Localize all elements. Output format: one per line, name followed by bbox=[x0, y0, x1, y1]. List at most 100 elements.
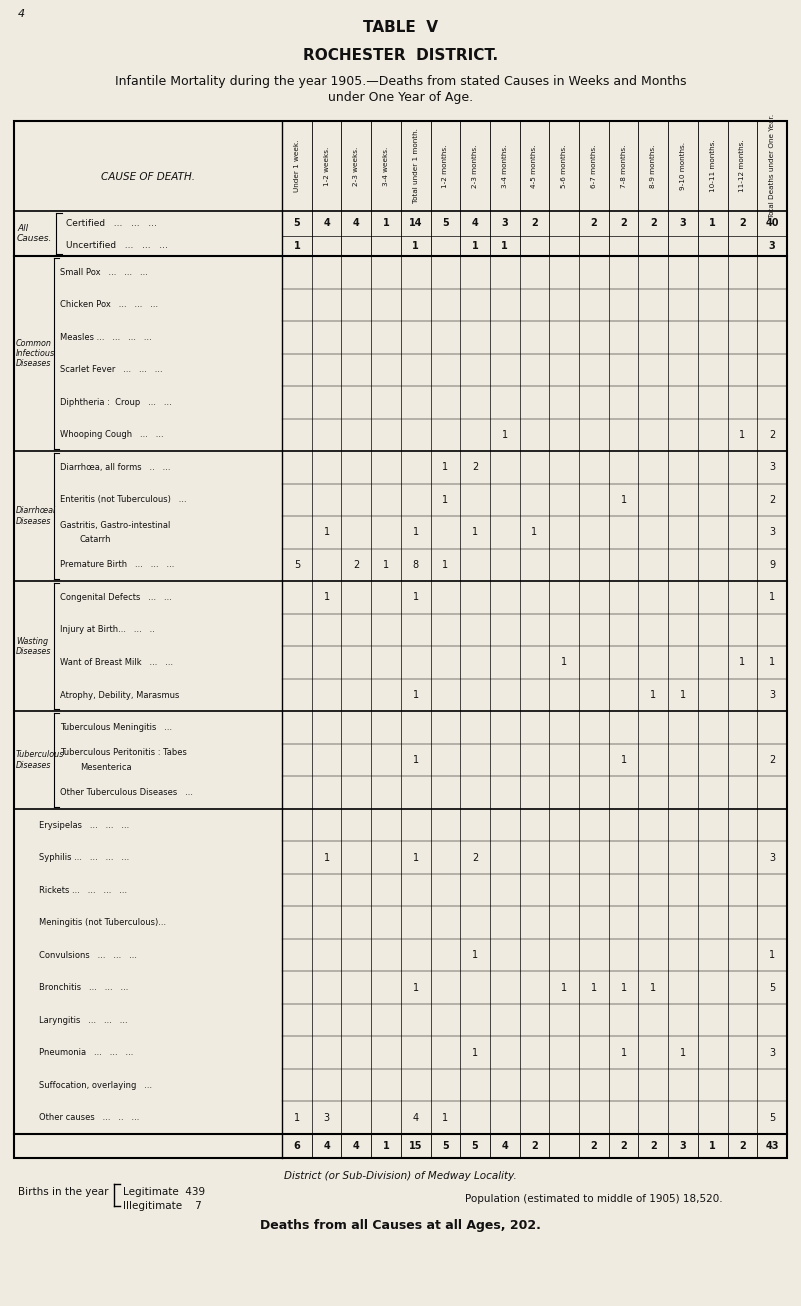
Text: 1: 1 bbox=[442, 495, 449, 505]
Text: Laryngitis   ...   ...   ...: Laryngitis ... ... ... bbox=[39, 1016, 127, 1025]
Text: 1: 1 bbox=[472, 242, 478, 251]
Text: District (or Sub-Division) of Medway Locality.: District (or Sub-Division) of Medway Loc… bbox=[284, 1171, 517, 1181]
Text: Under 1 week.: Under 1 week. bbox=[294, 140, 300, 192]
Text: 1: 1 bbox=[621, 495, 626, 505]
Text: 1: 1 bbox=[413, 593, 419, 602]
Text: Common
Infectious
Diseases: Common Infectious Diseases bbox=[16, 338, 55, 368]
Text: 6-7 months.: 6-7 months. bbox=[591, 144, 597, 188]
Text: 10-11 months.: 10-11 months. bbox=[710, 140, 716, 192]
Text: 3-4 weeks.: 3-4 weeks. bbox=[383, 146, 389, 185]
Text: 2: 2 bbox=[769, 495, 775, 505]
Text: 1: 1 bbox=[413, 853, 419, 862]
Text: Measles ...   ...   ...   ...: Measles ... ... ... ... bbox=[60, 333, 151, 342]
Text: Legitimate  439: Legitimate 439 bbox=[123, 1187, 205, 1198]
Text: 5: 5 bbox=[442, 218, 449, 229]
Text: 4-5 months.: 4-5 months. bbox=[532, 144, 537, 188]
Text: 1: 1 bbox=[531, 528, 537, 537]
Text: 1: 1 bbox=[769, 593, 775, 602]
Text: 1: 1 bbox=[680, 1047, 686, 1058]
Text: 2: 2 bbox=[472, 462, 478, 473]
Text: 1: 1 bbox=[472, 1047, 478, 1058]
Text: 9-10 months.: 9-10 months. bbox=[680, 142, 686, 189]
Text: TABLE  V: TABLE V bbox=[363, 21, 438, 35]
Text: 4: 4 bbox=[472, 218, 478, 229]
Text: 3: 3 bbox=[769, 242, 775, 251]
Text: 4: 4 bbox=[323, 218, 330, 229]
Text: Convulsions   ...   ...   ...: Convulsions ... ... ... bbox=[39, 951, 137, 960]
Text: All
Causes.: All Causes. bbox=[17, 223, 52, 243]
Text: 2: 2 bbox=[739, 1141, 746, 1151]
Text: Other Tuberculous Diseases   ...: Other Tuberculous Diseases ... bbox=[60, 788, 193, 797]
Text: 11-12 months.: 11-12 months. bbox=[739, 140, 746, 192]
Text: 3: 3 bbox=[769, 853, 775, 862]
Text: Chicken Pox   ...   ...   ...: Chicken Pox ... ... ... bbox=[60, 300, 158, 310]
Text: 2: 2 bbox=[739, 218, 746, 229]
Text: 1: 1 bbox=[413, 982, 419, 993]
Text: 1: 1 bbox=[591, 982, 597, 993]
Text: Total Deaths under One Year.: Total Deaths under One Year. bbox=[769, 114, 775, 218]
Text: Catarrh: Catarrh bbox=[80, 535, 111, 545]
Text: Scarlet Fever   ...   ...   ...: Scarlet Fever ... ... ... bbox=[60, 366, 163, 375]
Text: Meningitis (not Tuberculous)...: Meningitis (not Tuberculous)... bbox=[39, 918, 166, 927]
Text: Diphtheria :  Croup   ...   ...: Diphtheria : Croup ... ... bbox=[60, 398, 171, 407]
Text: Want of Breast Milk   ...   ...: Want of Breast Milk ... ... bbox=[60, 658, 173, 667]
Text: 1: 1 bbox=[710, 1141, 716, 1151]
Text: 1: 1 bbox=[501, 242, 508, 251]
Text: Illegitimate    7: Illegitimate 7 bbox=[123, 1202, 202, 1211]
Text: Syphilis ...   ...   ...   ...: Syphilis ... ... ... ... bbox=[39, 853, 129, 862]
Text: 5: 5 bbox=[294, 560, 300, 569]
Text: 7-8 months.: 7-8 months. bbox=[621, 144, 626, 188]
Text: Premature Birth   ...   ...   ...: Premature Birth ... ... ... bbox=[60, 560, 175, 569]
Text: 2: 2 bbox=[353, 560, 360, 569]
Text: CAUSE OF DEATH.: CAUSE OF DEATH. bbox=[101, 172, 195, 182]
Text: Diarrhœa, all forms   ..   ...: Diarrhœa, all forms .. ... bbox=[60, 462, 171, 471]
Text: 1: 1 bbox=[383, 1141, 389, 1151]
Text: 1: 1 bbox=[294, 1113, 300, 1123]
Text: 15: 15 bbox=[409, 1141, 422, 1151]
Text: Mesenterica: Mesenterica bbox=[80, 763, 131, 772]
Text: 1: 1 bbox=[562, 982, 567, 993]
Text: 4: 4 bbox=[413, 1113, 419, 1123]
Text: Gastritis, Gastro-intestinal: Gastritis, Gastro-intestinal bbox=[60, 521, 171, 530]
Text: 2: 2 bbox=[769, 755, 775, 765]
Text: Uncertified   ...   ...   ...: Uncertified ... ... ... bbox=[66, 242, 168, 251]
Text: 2: 2 bbox=[769, 430, 775, 440]
Text: 1: 1 bbox=[324, 528, 330, 537]
Text: 3: 3 bbox=[769, 1047, 775, 1058]
Text: 3: 3 bbox=[501, 218, 508, 229]
Text: 4: 4 bbox=[18, 9, 25, 20]
Text: 3: 3 bbox=[769, 690, 775, 700]
Text: Erysipelas   ...   ...   ...: Erysipelas ... ... ... bbox=[39, 820, 129, 829]
Text: 2-3 weeks.: 2-3 weeks. bbox=[353, 146, 360, 185]
Text: 2: 2 bbox=[472, 853, 478, 862]
Text: Tuberculous
Diseases: Tuberculous Diseases bbox=[16, 751, 64, 769]
Text: Small Pox   ...   ...   ...: Small Pox ... ... ... bbox=[60, 268, 148, 277]
Text: Rickets ...   ...   ...   ...: Rickets ... ... ... ... bbox=[39, 885, 127, 895]
Text: 1: 1 bbox=[621, 982, 626, 993]
Text: 1: 1 bbox=[562, 657, 567, 667]
Text: 2: 2 bbox=[620, 218, 627, 229]
Text: 3: 3 bbox=[324, 1113, 330, 1123]
Text: 1: 1 bbox=[413, 690, 419, 700]
Text: Deaths from all Causes at all Ages, 202.: Deaths from all Causes at all Ages, 202. bbox=[260, 1220, 541, 1233]
Text: 1: 1 bbox=[769, 657, 775, 667]
Text: 1: 1 bbox=[739, 657, 746, 667]
Text: Other causes   ...   ..   ...: Other causes ... .. ... bbox=[39, 1113, 139, 1122]
Text: 1: 1 bbox=[442, 560, 449, 569]
Text: 2: 2 bbox=[650, 1141, 657, 1151]
Text: 8-9 months.: 8-9 months. bbox=[650, 144, 656, 188]
Text: 2-3 months.: 2-3 months. bbox=[472, 144, 478, 188]
Text: Certified   ...   ...   ...: Certified ... ... ... bbox=[66, 219, 157, 229]
Text: 3: 3 bbox=[769, 528, 775, 537]
Text: 1: 1 bbox=[324, 593, 330, 602]
Text: 1: 1 bbox=[413, 528, 419, 537]
Text: Population (estimated to middle of 1905) 18,520.: Population (estimated to middle of 1905)… bbox=[465, 1194, 723, 1204]
Text: 1: 1 bbox=[739, 430, 746, 440]
Text: Wasting
Diseases: Wasting Diseases bbox=[16, 636, 51, 656]
Text: 1: 1 bbox=[472, 951, 478, 960]
Text: Tuberculous Meningitis   ...: Tuberculous Meningitis ... bbox=[60, 724, 172, 733]
Text: 43: 43 bbox=[766, 1141, 779, 1151]
Text: 8: 8 bbox=[413, 560, 419, 569]
Text: Infantile Mortality during the year 1905.—Deaths from stated Causes in Weeks and: Infantile Mortality during the year 1905… bbox=[115, 76, 686, 89]
Text: 1: 1 bbox=[621, 755, 626, 765]
